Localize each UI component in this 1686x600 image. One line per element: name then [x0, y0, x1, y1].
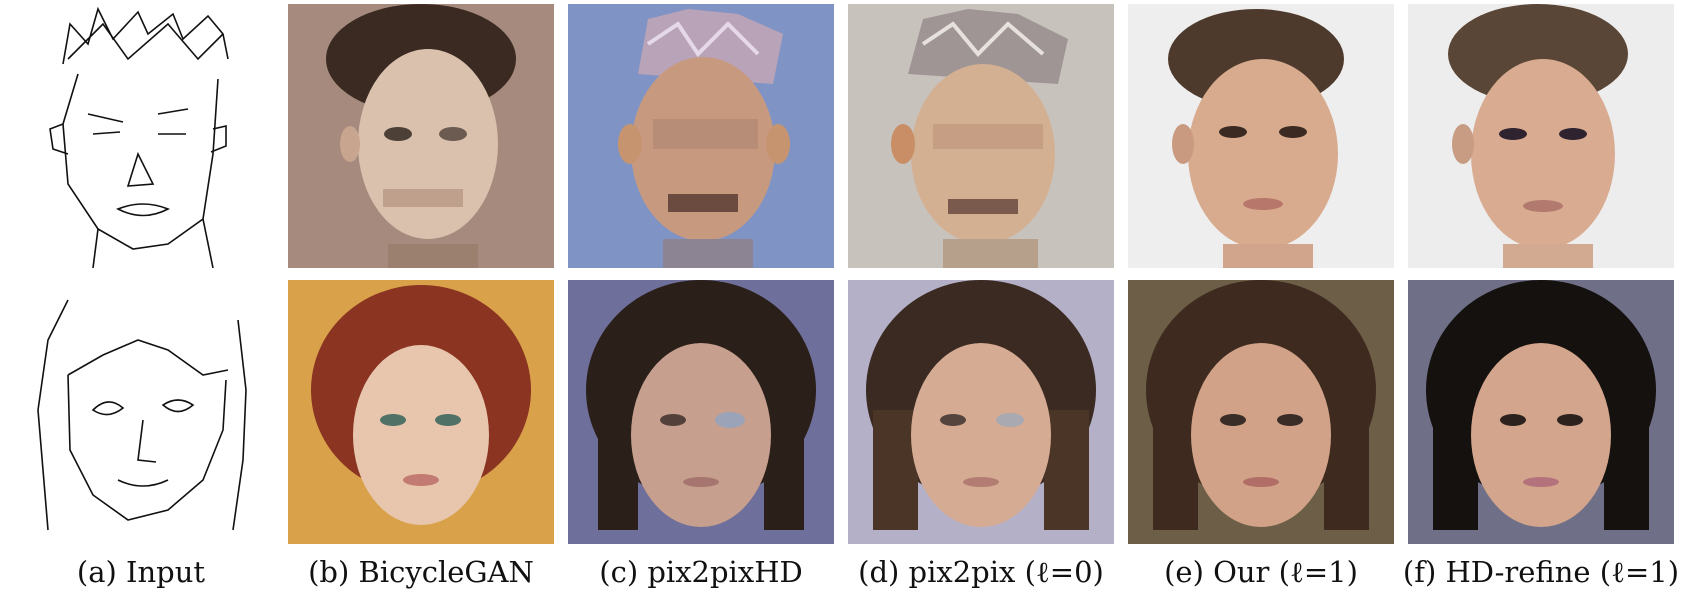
generated-face-image — [568, 4, 834, 268]
generated-face-image — [848, 4, 1114, 268]
generated-face-image — [1128, 280, 1394, 544]
hd-refine-output-row2 — [1408, 280, 1674, 544]
pix2pixhd-output-row2 — [568, 280, 834, 544]
pix2pix-output-row1 — [848, 4, 1114, 268]
generated-face-image — [288, 280, 554, 544]
caption-e: (e) Our (ℓ=1) — [1164, 555, 1358, 589]
pix2pix-output-row2 — [848, 280, 1114, 544]
generated-face-image — [288, 4, 554, 268]
generated-face-image — [1128, 4, 1394, 268]
hd-refine-output-row1 — [1408, 4, 1674, 268]
bicyclegan-output-row1 — [288, 4, 554, 268]
generated-face-image — [1408, 280, 1674, 544]
sketch-drawing — [8, 4, 274, 268]
caption-c: (c) pix2pixHD — [599, 555, 803, 589]
generated-face-image — [1408, 4, 1674, 268]
captions-row: (a) Input (b) BicycleGAN (c) pix2pixHD (… — [8, 548, 1680, 596]
our-output-row2 — [1128, 280, 1394, 544]
caption-f: (f) HD-refine (ℓ=1) — [1402, 555, 1680, 589]
generated-face-image — [568, 280, 834, 544]
pix2pixhd-output-row1 — [568, 4, 834, 268]
generated-face-image — [848, 280, 1114, 544]
caption-a: (a) Input — [76, 555, 206, 589]
image-grid — [8, 4, 1678, 544]
input-sketch-row1 — [8, 4, 274, 268]
our-output-row1 — [1128, 4, 1394, 268]
caption-b: (b) BicycleGAN — [308, 555, 534, 589]
input-sketch-row2 — [8, 280, 274, 544]
bicyclegan-output-row2 — [288, 280, 554, 544]
sketch-drawing — [8, 280, 274, 544]
caption-d: (d) pix2pix (ℓ=0) — [858, 555, 1104, 589]
